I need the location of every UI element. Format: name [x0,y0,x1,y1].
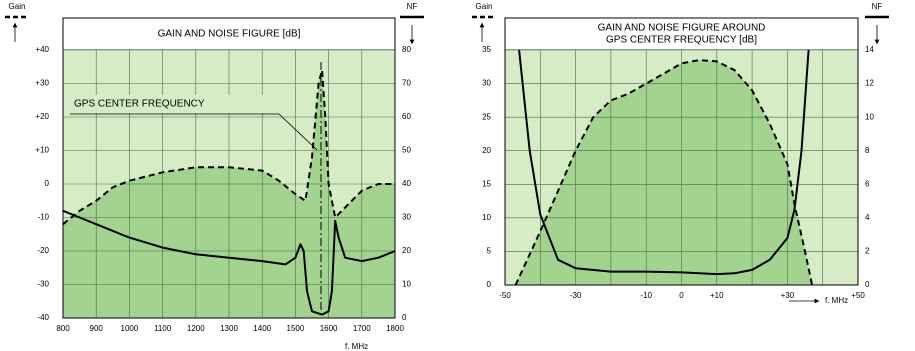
x-tick-label: 1400 [253,324,271,333]
y-tick-label: 0 [487,280,492,289]
x-axis-label: f. MHz [345,342,368,351]
series-line [62,69,395,225]
legend-label: NF [872,2,883,11]
x-tick-label: 1300 [220,324,238,333]
x-tick-label: -30 [570,291,582,300]
y2-tick-label: 6 [865,179,870,188]
y2-tick-label: 30 [402,213,411,222]
y2-tick-label: 80 [402,45,411,54]
x-tick-label: 900 [90,324,104,333]
chart-title: GAIN AND NOISE FIGURE AROUND [598,23,766,34]
y2-tick-label: 20 [402,246,411,255]
annotation-bg [68,95,280,113]
legend-label: Gain [9,2,26,11]
x-tick-label: -10 [640,291,652,300]
series-line [514,59,814,286]
y-tick-label: 25 [482,112,491,121]
legend-label: Gain [476,2,493,11]
x-tick-label: 1500 [287,324,305,333]
x-tick-label: 1100 [154,324,172,333]
title-box [504,17,859,51]
y-tick-label: +20 [35,112,49,121]
y-tick-label: 35 [482,45,491,54]
plot-border [62,17,396,319]
y2-tick-label: 12 [865,79,874,88]
x-tick-label: +10 [710,291,724,300]
y2-tick-label: 50 [402,146,411,155]
x-tick-label: 1700 [353,324,371,333]
y2-tick-label: 0 [865,280,870,289]
y2-tick-label: 10 [402,280,411,289]
x-tick-label: 1000 [121,324,139,333]
x-tick-label: -50 [499,291,511,300]
y-tick-label: 30 [482,79,491,88]
chart-title: GAIN AND NOISE FIGURE [dB] [158,29,301,40]
y-tick-label: -10 [37,213,49,222]
y-tick-label: -40 [37,313,49,322]
x-tick-label: +50 [851,291,865,300]
x-tick-label: 800 [56,324,70,333]
y2-tick-label: 14 [865,45,874,54]
y-tick-label: 15 [482,179,491,188]
annotation-leader [70,113,318,151]
x-tick-label: 1800 [386,324,404,333]
y-tick-label: 0 [45,179,50,188]
y-tick-label: +40 [35,45,49,54]
x-tick-label: 1600 [320,324,338,333]
y2-tick-label: 0 [402,313,407,322]
plot-border [504,17,859,286]
y2-tick-label: 2 [865,247,870,256]
y-tick-label: +10 [35,146,49,155]
y-tick-label: -30 [37,280,49,289]
chart-title: GPS CENTER FREQUENCY [dB] [606,35,757,46]
chart: GAIN AND NOISE FIGURE [dB]800 900 1000 1100… [5,2,424,351]
y-tick-label: 10 [482,213,491,222]
title-box [62,17,396,51]
y-tick-label: +30 [35,79,49,88]
y2-tick-label: 70 [402,79,411,88]
y-tick-label: 5 [487,247,492,256]
series-line [62,209,396,316]
y-tick-label: -20 [37,246,49,255]
area-fill [515,60,813,285]
x-tick-label: +30 [781,291,795,300]
x-tick-label: 0 [679,291,684,300]
y-tick-label: 20 [482,146,491,155]
x-tick-label: 1200 [187,324,205,333]
y2-tick-label: 10 [865,112,874,121]
y2-tick-label: 60 [402,112,411,121]
y2-tick-label: 40 [402,179,411,188]
y2-tick-label: 4 [865,213,870,222]
legend-label: NF [407,2,418,11]
y2-tick-label: 8 [865,146,870,155]
x-axis-label: f. MHz [825,296,848,305]
annotation: GPS CENTER FREQUENCY [74,99,205,110]
series-line [518,49,810,276]
